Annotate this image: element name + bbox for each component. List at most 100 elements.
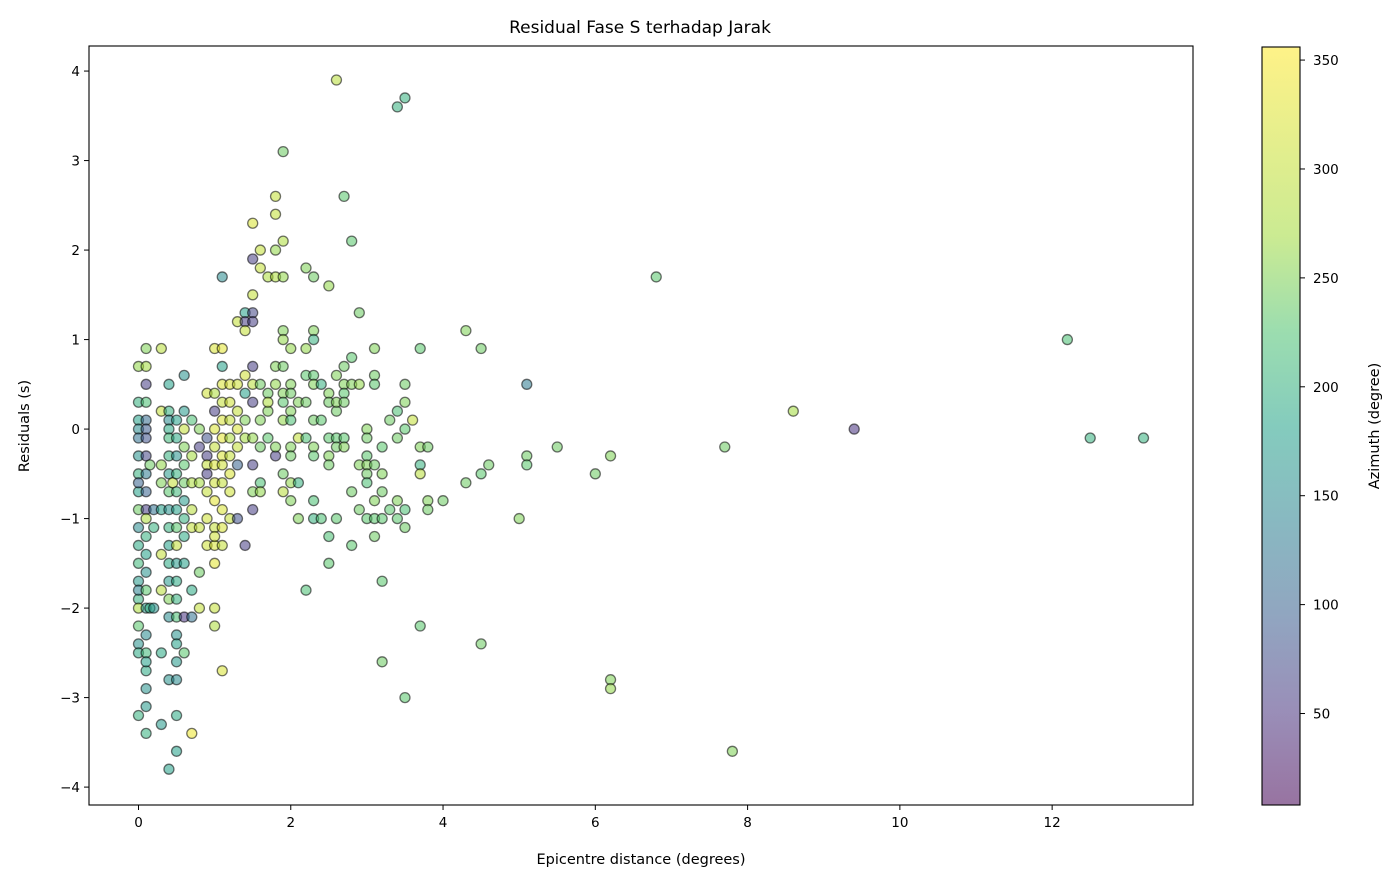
data-point [163, 378, 175, 390]
data-point [346, 235, 358, 247]
data-point [376, 486, 388, 498]
data-point [848, 423, 860, 435]
data-point [216, 459, 228, 471]
data-point [323, 280, 335, 292]
data-point [231, 405, 244, 417]
data-point [216, 539, 228, 552]
data-point [300, 262, 312, 274]
data-point [140, 342, 152, 355]
x-tick-label: 8 [743, 815, 752, 831]
data-point [208, 530, 221, 543]
data-point [140, 682, 152, 695]
data-point [224, 414, 236, 426]
x-tick-label: 0 [134, 815, 143, 831]
data-point [323, 459, 335, 471]
data-point [391, 495, 404, 507]
colorbar-ticks: 50 100 150 200 250 300 350 [1300, 53, 1339, 723]
data-point [216, 665, 228, 677]
data-point [384, 414, 396, 426]
data-point [178, 647, 190, 659]
data-point [170, 486, 183, 498]
data-point [269, 441, 282, 453]
data-point [323, 557, 335, 569]
data-point [132, 539, 145, 552]
data-point [277, 333, 289, 346]
chart-title: Residual Fase S terhadap Jarak [509, 18, 771, 38]
data-point [155, 584, 167, 596]
x-tick-label: 6 [591, 815, 600, 831]
data-point [247, 316, 259, 328]
data-point [186, 611, 198, 623]
data-point [414, 620, 426, 632]
data-point [231, 423, 244, 435]
data-point [140, 530, 152, 543]
data-point [132, 620, 145, 632]
data-point [254, 441, 266, 453]
data-point [399, 521, 411, 534]
data-point [551, 441, 563, 453]
data-point [368, 378, 381, 390]
data-point [239, 539, 251, 552]
x-tick-label: 10 [891, 815, 908, 831]
x-tick-label: 2 [286, 815, 295, 831]
data-point [315, 378, 327, 390]
data-point [1137, 432, 1150, 444]
data-point [239, 324, 251, 337]
data-point [285, 414, 297, 426]
data-point [208, 602, 221, 614]
data-point [239, 369, 251, 382]
data-point [178, 441, 190, 453]
data-point [155, 342, 167, 355]
data-point [239, 414, 251, 426]
data-point [338, 360, 350, 373]
data-point [589, 468, 601, 480]
data-point [178, 369, 190, 382]
data-point [201, 468, 213, 480]
colorbar: 50 100 150 200 250 300 350 Azimuth (degree) [1261, 46, 1383, 806]
data-point [170, 656, 183, 668]
data-point [307, 271, 320, 283]
data-point [239, 387, 251, 399]
x-axis-label: Epicentre distance (degrees) [536, 852, 745, 868]
data-point [346, 539, 358, 552]
data-point [330, 369, 343, 382]
data-point [193, 441, 206, 453]
data-point [399, 503, 411, 516]
data-point [376, 441, 388, 453]
data-point [399, 691, 411, 704]
data-point [399, 378, 411, 390]
x-tick-label: 12 [1044, 815, 1061, 831]
data-point [650, 271, 662, 283]
data-point [315, 414, 327, 426]
data-point [193, 423, 206, 435]
data-point [361, 432, 373, 444]
data-point [460, 324, 472, 337]
data-point [247, 503, 259, 516]
data-point [186, 450, 198, 462]
data-point [254, 414, 266, 426]
data-point [346, 351, 358, 364]
data-point [391, 432, 404, 444]
data-point [178, 495, 190, 507]
data-point [216, 503, 228, 516]
data-point [269, 244, 282, 256]
data-point [140, 566, 152, 578]
data-point [406, 414, 419, 426]
data-point [475, 468, 487, 480]
data-point [170, 593, 183, 605]
data-point [193, 602, 206, 614]
data-point [224, 486, 236, 498]
data-point [170, 539, 183, 552]
data-point [231, 512, 244, 525]
data-point [178, 557, 190, 569]
x-axis: 0 2 4 6 8 10 12 [134, 805, 1061, 831]
data-point [170, 521, 183, 534]
data-point [285, 387, 297, 399]
data-point [338, 441, 350, 453]
data-point [376, 512, 388, 525]
data-point [170, 468, 183, 480]
data-point [391, 405, 404, 417]
data-point [384, 503, 396, 516]
data-point [208, 620, 221, 632]
data-point [247, 396, 259, 408]
